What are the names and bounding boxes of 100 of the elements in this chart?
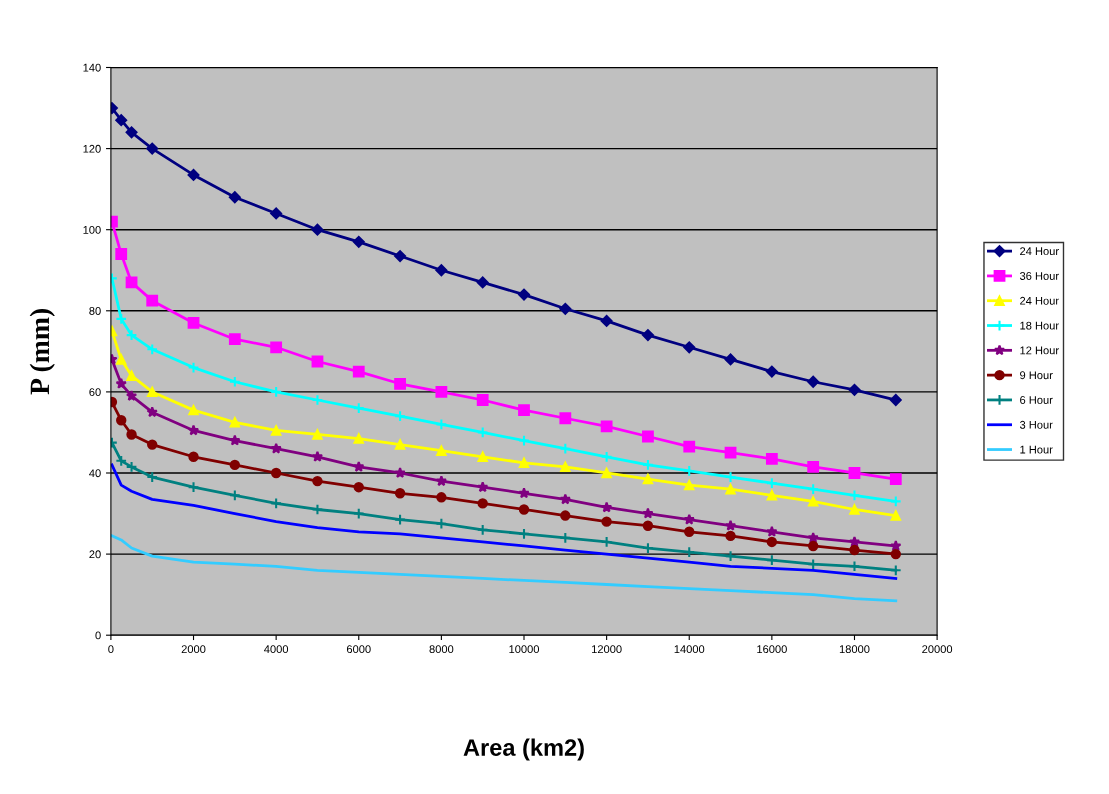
point (684, 479, 695, 491)
point (436, 445, 447, 456)
point (642, 542, 654, 554)
x-tick-label: 12000 (592, 645, 622, 654)
point (435, 264, 448, 277)
legend-label: 3 Hour (1019, 420, 1053, 429)
point (394, 467, 406, 478)
point (435, 517, 448, 530)
point (187, 169, 200, 181)
line-series (110, 534, 898, 603)
point (146, 406, 158, 418)
point (559, 302, 572, 315)
point (765, 365, 778, 378)
point (311, 394, 324, 406)
point (115, 248, 128, 260)
x-tick-label: 4000 (264, 645, 289, 654)
point (353, 481, 364, 493)
point (724, 353, 737, 366)
point (601, 516, 612, 527)
point (435, 418, 448, 431)
point (187, 317, 200, 329)
x-tick-label: 10000 (509, 645, 540, 654)
point (146, 471, 159, 483)
point (353, 461, 365, 472)
point (848, 383, 861, 396)
legend-label: 36 Hour (1019, 272, 1059, 280)
point (807, 461, 820, 473)
point (125, 276, 138, 289)
line-series (110, 463, 898, 580)
legend-label: 18 Hour (1020, 321, 1059, 330)
point (560, 510, 571, 521)
legend-label: 9 Hour (1020, 371, 1053, 380)
x-tick-label: 0 (108, 645, 114, 654)
legend-label: 12 Hour (1020, 346, 1059, 355)
point (849, 544, 860, 556)
point (518, 288, 530, 301)
point (352, 235, 365, 248)
point (228, 191, 241, 204)
point (394, 439, 406, 450)
point (600, 314, 613, 327)
point (766, 536, 778, 548)
point (641, 329, 654, 342)
y-tick-label: 40 (89, 469, 101, 478)
point (724, 519, 737, 531)
point (125, 390, 138, 401)
point (270, 341, 283, 354)
point (229, 434, 241, 446)
point (312, 475, 323, 487)
point (725, 530, 736, 542)
point (125, 126, 138, 139)
point (518, 457, 530, 469)
point (353, 433, 364, 444)
point (146, 343, 159, 356)
point (807, 375, 820, 388)
point (724, 446, 737, 459)
point (642, 430, 654, 443)
point (394, 377, 406, 390)
point (394, 250, 407, 262)
point (476, 426, 489, 439)
point (394, 488, 406, 499)
x-axis-title: Area (km2) (463, 738, 584, 761)
point (848, 489, 861, 502)
point (683, 440, 696, 453)
point (849, 504, 860, 515)
point (311, 503, 324, 516)
y-axis-title: P (mm) (29, 308, 55, 395)
point (477, 498, 488, 509)
point (270, 425, 282, 436)
y-tick-label: 120 (83, 144, 101, 153)
point (559, 442, 572, 455)
point (601, 467, 612, 479)
y-tick-label: 60 (89, 388, 101, 397)
point (476, 276, 489, 289)
legend-label: 24 Hour (1020, 247, 1059, 256)
y-tick-label: 100 (83, 225, 101, 234)
point (352, 365, 365, 378)
point (311, 450, 324, 462)
point (270, 467, 282, 479)
point (126, 429, 137, 440)
point (125, 461, 138, 473)
point (518, 434, 530, 447)
point (683, 341, 696, 354)
point (311, 223, 324, 236)
y-tick-label: 20 (89, 550, 101, 559)
point (807, 531, 819, 543)
point (518, 504, 530, 515)
point (116, 354, 127, 365)
x-tick-label: 8000 (429, 645, 454, 654)
point (435, 385, 448, 398)
x-tick-label: 16000 (757, 645, 787, 654)
point (642, 473, 654, 485)
point (146, 142, 159, 155)
point (115, 313, 128, 325)
point (848, 536, 861, 547)
point (559, 493, 571, 505)
legend-label: 6 Hour (1020, 396, 1053, 404)
point (890, 510, 901, 521)
legend-label: 24 Hour (1020, 296, 1059, 305)
point (115, 377, 127, 389)
x-tick-label: 2000 (181, 645, 206, 654)
